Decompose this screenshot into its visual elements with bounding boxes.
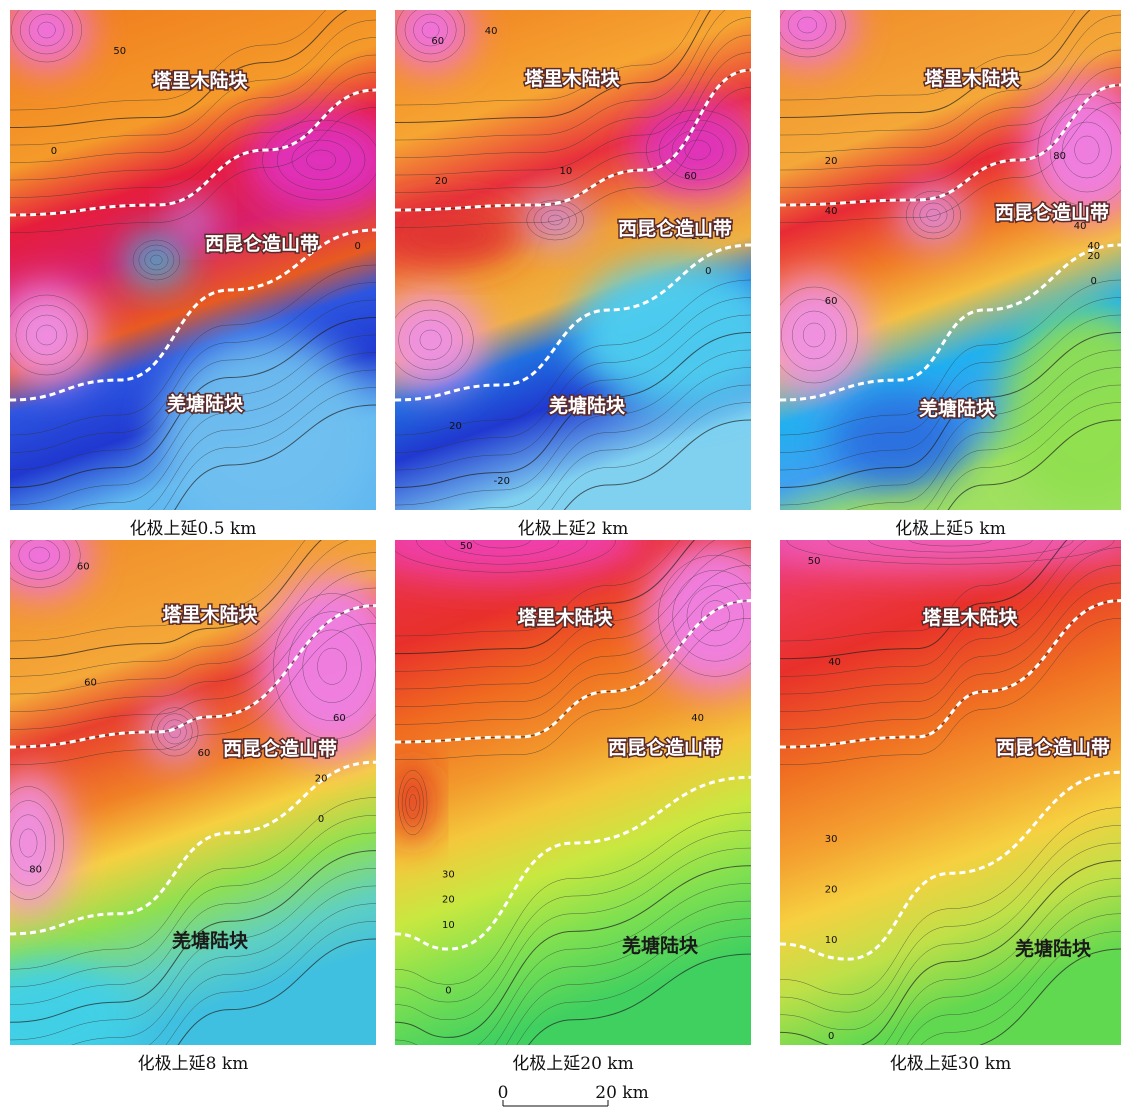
region-label: 羌塘陆块 <box>919 397 996 420</box>
contour-label: 0 <box>318 814 324 825</box>
anomaly <box>359 500 644 581</box>
map-panel: 50 40 30 20 10 0 <box>746 495 1131 1111</box>
contour-label: 10 <box>825 935 838 946</box>
contour-label: 20 <box>435 176 448 187</box>
contour-label: 60 <box>198 748 211 759</box>
contour-label: 30 <box>442 869 455 880</box>
anomaly <box>644 540 786 692</box>
contour-label: 20 <box>315 773 328 784</box>
anomaly <box>899 185 967 245</box>
anomaly <box>259 575 405 757</box>
region-label: 塔里木陆块 <box>152 69 248 92</box>
anomaly <box>634 100 762 200</box>
region-label: 塔里木陆块 <box>924 67 1020 90</box>
panel-caption: 化极上延5 km <box>895 519 1006 539</box>
contour-label: 20 <box>442 895 455 906</box>
panel-caption: 化极上延2 km <box>518 519 629 539</box>
region-label: 羌塘陆块 <box>549 394 626 417</box>
panel-caption: 化极上延0.5 km <box>130 519 257 539</box>
contour-label: 0 <box>445 985 451 996</box>
contour-label: 20 <box>1087 251 1100 262</box>
contour-label: 20 <box>825 156 838 167</box>
region-label: 西昆仑造山带 <box>618 217 732 240</box>
region-label: 塔里木陆块 <box>517 606 613 629</box>
contour-label: 0 <box>355 241 361 252</box>
contour-label: 40 <box>825 206 838 217</box>
region-label: 羌塘陆块 <box>622 934 699 957</box>
anomaly <box>127 235 186 285</box>
contour-label: 10 <box>442 920 455 931</box>
contour-label: 30 <box>825 834 838 845</box>
anomaly <box>395 762 431 843</box>
contour-label: 40 <box>691 713 704 724</box>
contour-label: 50 <box>460 541 473 552</box>
contour-label: 60 <box>825 296 838 307</box>
region-label: 塔里木陆块 <box>922 606 1018 629</box>
anomaly <box>573 260 787 410</box>
contour-label: 0 <box>828 1031 834 1042</box>
contour-label: 40 <box>485 26 498 37</box>
region-label: 西昆仑造山带 <box>205 232 319 255</box>
region-label: 羌塘陆块 <box>172 929 249 952</box>
anomaly <box>156 335 376 535</box>
anomaly <box>760 275 869 395</box>
contour-label: 50 <box>808 556 821 567</box>
contour-label: 80 <box>29 864 42 875</box>
contour-label: 20 <box>825 884 838 895</box>
region-label: 羌塘陆块 <box>167 392 244 415</box>
scale-start: 0 <box>498 1083 509 1103</box>
map-panel: 60 60 60 20 0 60 80 <box>0 500 405 1111</box>
map-panel: 50 40 30 20 10 0 <box>359 495 786 1111</box>
contour-label: 50 <box>113 46 126 57</box>
anomaly <box>377 290 484 390</box>
region-label: 西昆仑造山带 <box>223 737 337 760</box>
contour-label: 20 <box>449 421 462 432</box>
contour-label: 60 <box>333 713 346 724</box>
contour-label: 60 <box>431 36 444 47</box>
anomaly <box>377 205 519 265</box>
scale-end: 20 km <box>595 1083 648 1103</box>
scale-bar: 0 20 km <box>498 1083 649 1106</box>
contour-label: 0 <box>51 146 57 157</box>
figure: 5000塔里木陆块西昆仑造山带羌塘陆块化极上延0.5 km60402010602… <box>0 0 1131 1111</box>
contour-label: 0 <box>1091 276 1097 287</box>
contour-label: 60 <box>77 561 90 572</box>
region-label: 塔里木陆块 <box>524 67 620 90</box>
contour-label: 60 <box>84 677 97 688</box>
contour-label: 80 <box>1053 151 1066 162</box>
region-label: 西昆仑造山带 <box>608 736 722 759</box>
contour-label: 60 <box>684 171 697 182</box>
contour-label: 10 <box>560 166 573 177</box>
contour-label: -20 <box>494 476 510 487</box>
contour-label: 0 <box>705 266 711 277</box>
region-label: 塔里木陆块 <box>162 603 258 626</box>
region-label: 西昆仑造山带 <box>996 736 1110 759</box>
anomaly <box>0 285 98 385</box>
contour-label: 40 <box>828 657 841 668</box>
region-label: 西昆仑造山带 <box>995 201 1109 224</box>
region-label: 羌塘陆块 <box>1015 937 1092 960</box>
anomaly <box>248 110 394 210</box>
panel-caption: 化极上延20 km <box>512 1054 633 1074</box>
panel-caption: 化极上延30 km <box>890 1054 1011 1074</box>
panel-caption: 化极上延8 km <box>138 1054 249 1074</box>
